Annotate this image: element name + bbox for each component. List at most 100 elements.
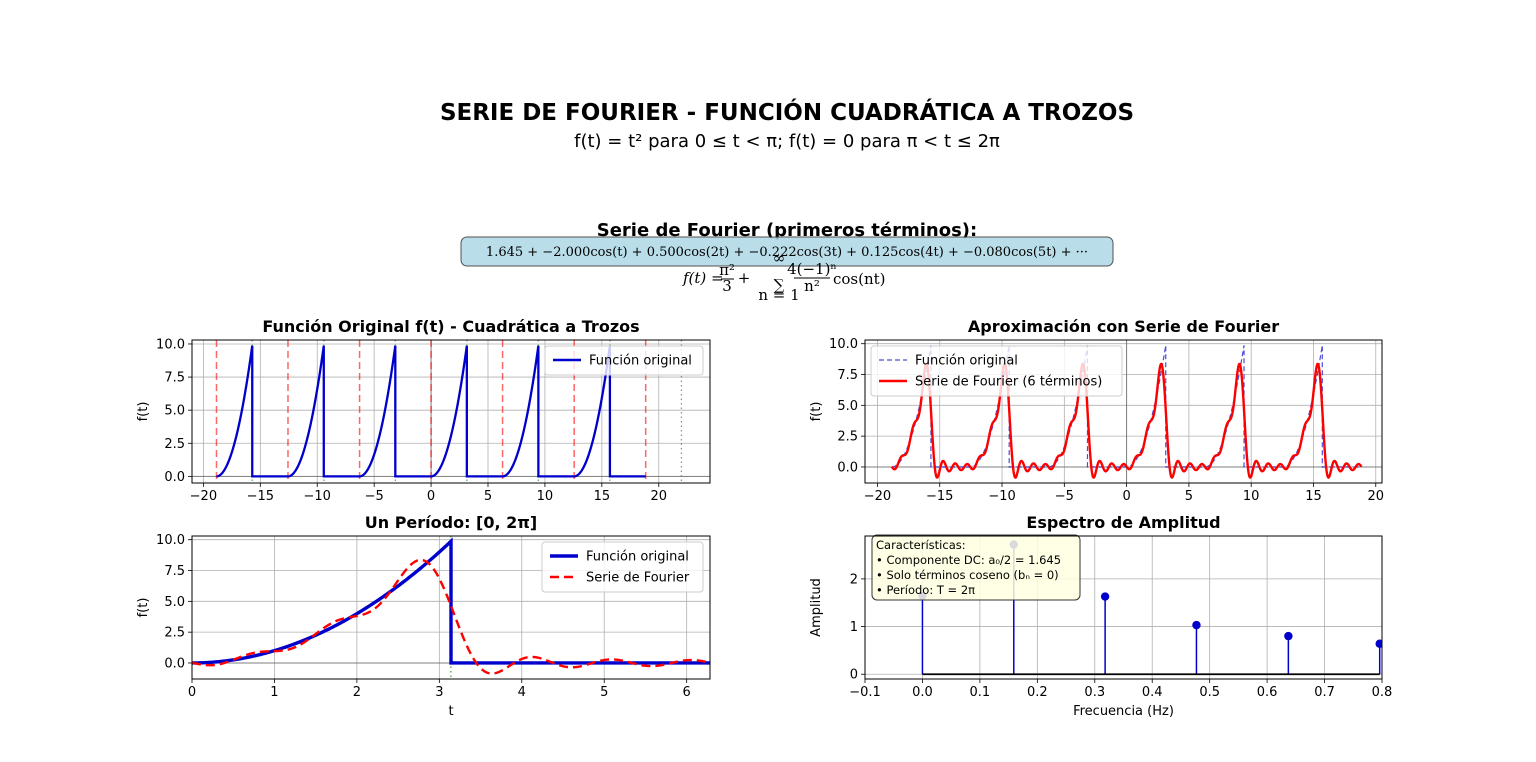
original-function-dashed xyxy=(891,345,1362,468)
y-tick-label: 5.0 xyxy=(837,399,858,414)
subplot-title: Función Original f(t) - Cuadrática a Tro… xyxy=(262,317,639,336)
subplot-approx: −20 −15 −10 −5 0 5 10 15 20 0.0 2.5 5.0 7.5 10.0 Aprox… xyxy=(809,317,1384,504)
x-tick-label: 20 xyxy=(1367,489,1384,504)
formula-denominator: n² xyxy=(804,277,820,295)
original-function-line xyxy=(216,345,646,478)
y-tick-label: 0.0 xyxy=(837,460,858,475)
x-tick-label: 5 xyxy=(484,489,492,504)
x-tick-label: 5 xyxy=(1185,489,1193,504)
fourier-approximation-line xyxy=(890,362,1363,479)
x-tick-label: 0.1 xyxy=(970,685,991,700)
x-tick-label: 6 xyxy=(683,685,691,700)
x-tick-label: 2 xyxy=(353,685,361,700)
x-tick-label: 20 xyxy=(650,489,667,504)
legend-frame xyxy=(870,345,1123,397)
y-tick-label: 0 xyxy=(850,668,858,683)
series-expansion: 1.645 + −2.000cos(t) + 0.500cos(2t) + −0… xyxy=(486,245,1088,260)
x-tick-label: 10 xyxy=(1243,489,1260,504)
x-tick-label: 0.7 xyxy=(1314,685,1335,700)
stem-marker xyxy=(1375,639,1382,648)
axes-frame-original xyxy=(191,339,711,484)
y-axis-label: f(t) xyxy=(136,402,151,422)
x-axis-label: Frecuencia (Hz) xyxy=(1073,704,1174,719)
note-line: • Solo términos coseno (bₙ = 0) xyxy=(876,568,1059,582)
x-tick-label: 15 xyxy=(1305,489,1322,504)
series-heading: Serie de Fourier (primeros términos): xyxy=(597,220,977,241)
y-tick-label: 2 xyxy=(850,572,858,587)
x-tick-label: −15 xyxy=(926,489,953,504)
x-tick-label: −20 xyxy=(190,489,217,504)
y-tick-label: 7.5 xyxy=(837,368,858,383)
x-tick-label: 0 xyxy=(188,685,196,700)
series-expansion-box xyxy=(460,236,1114,267)
legend-label: Serie de Fourier xyxy=(586,571,690,586)
y-tick-label: 2.5 xyxy=(837,430,858,445)
subplot-title: Un Período: [0, 2π] xyxy=(365,513,538,532)
x-tick-label: 0.6 xyxy=(1257,685,1278,700)
axes-frame-spectrum xyxy=(864,535,1383,680)
subplot-original: −20 −15 −10 −5 0 5 10 15 20 0.0 2.5 5.0 7.5 10.0 Funci… xyxy=(136,317,711,504)
y-tick-label: 10.0 xyxy=(156,337,185,352)
x-tick-label: 0.0 xyxy=(912,685,933,700)
legend-label: Función original xyxy=(586,550,689,565)
y-tick-label: 0.0 xyxy=(164,470,185,485)
x-tick-label: 0.2 xyxy=(1027,685,1048,700)
formula-pi-squared: π² xyxy=(719,261,735,279)
general-formula: f(t) = π² 3 + ∞ ∑ n = 1 4(−1)ⁿ n² cos(nt… xyxy=(682,249,886,304)
formula-cos: cos(nt) xyxy=(833,270,886,288)
y-tick-label: 1 xyxy=(850,620,858,635)
note-line: • Componente DC: a₀/2 = 1.645 xyxy=(876,553,1061,567)
y-axis-label: f(t) xyxy=(809,402,824,422)
subplot-title: Aproximación con Serie de Fourier xyxy=(968,317,1279,336)
figure-title: SERIE DE FOURIER - FUNCIÓN CUADRÁTICA A … xyxy=(440,98,1134,126)
x-tick-label: 5 xyxy=(600,685,608,700)
x-tick-label: 3 xyxy=(435,685,443,700)
x-axis-label: t xyxy=(448,704,453,719)
formula-numerator: 4(−1)ⁿ xyxy=(787,260,837,278)
x-tick-label: −20 xyxy=(864,489,891,504)
formula-lhs: f(t) = xyxy=(682,269,724,287)
x-tick-label: −5 xyxy=(365,489,384,504)
y-tick-label: 10.0 xyxy=(829,337,858,352)
legend-label: Función original xyxy=(915,354,1018,369)
plot-area-approx xyxy=(865,340,1382,483)
legend-frame xyxy=(541,541,704,593)
legend-frame xyxy=(544,345,704,376)
characteristics-note: Características:• Componente DC: a₀/2 = … xyxy=(871,534,1081,601)
x-tick-label: 10 xyxy=(537,489,554,504)
y-tick-label: 7.5 xyxy=(164,564,185,579)
y-axis-label: Amplitud xyxy=(809,578,824,637)
fourier-period-line xyxy=(192,558,710,675)
x-tick-label: −15 xyxy=(247,489,274,504)
y-tick-label: 5.0 xyxy=(164,404,185,419)
legend-period: Función original Serie de Fourier xyxy=(541,541,704,593)
x-tick-label: 15 xyxy=(594,489,611,504)
x-tick-label: −10 xyxy=(304,489,331,504)
stem-marker xyxy=(1100,592,1110,601)
figure-subtitle: f(t) = t² para 0 ≤ t < π; f(t) = 0 para … xyxy=(574,131,1000,152)
x-tick-label: 1 xyxy=(270,685,278,700)
plot-area-period xyxy=(192,536,710,679)
formula-sigma: ∑ xyxy=(774,276,785,294)
legend-label: Serie de Fourier (6 términos) xyxy=(915,375,1102,390)
subplot-period: 0 1 2 3 4 5 6 0.0 2.5 5.0 7.5 10.0 Un Período: [0, 2… xyxy=(136,513,711,719)
x-tick-label: 0 xyxy=(427,489,435,504)
y-tick-label: 5.0 xyxy=(164,595,185,610)
subplot-title: Espectro de Amplitud xyxy=(1026,513,1220,532)
x-tick-label: 0.5 xyxy=(1199,685,1220,700)
note-box xyxy=(871,534,1081,601)
x-tick-label: 0.3 xyxy=(1084,685,1105,700)
y-tick-label: 0.0 xyxy=(164,656,185,671)
legend-approx: Función original Serie de Fourier (6 térm… xyxy=(870,345,1123,397)
plot-area-spectrum xyxy=(865,536,1382,679)
subplot-spectrum: Características:• Componente DC: a₀/2 = … xyxy=(809,513,1392,719)
note-line: • Período: T = 2π xyxy=(876,583,975,597)
y-tick-label: 2.5 xyxy=(164,437,185,452)
y-tick-label: 2.5 xyxy=(164,626,185,641)
y-tick-label: 10.0 xyxy=(156,533,185,548)
x-tick-label: −10 xyxy=(988,489,1015,504)
formula-lower-limit: n = 1 xyxy=(758,286,799,304)
y-axis-label: f(t) xyxy=(136,598,151,618)
x-tick-label: −5 xyxy=(1055,489,1074,504)
